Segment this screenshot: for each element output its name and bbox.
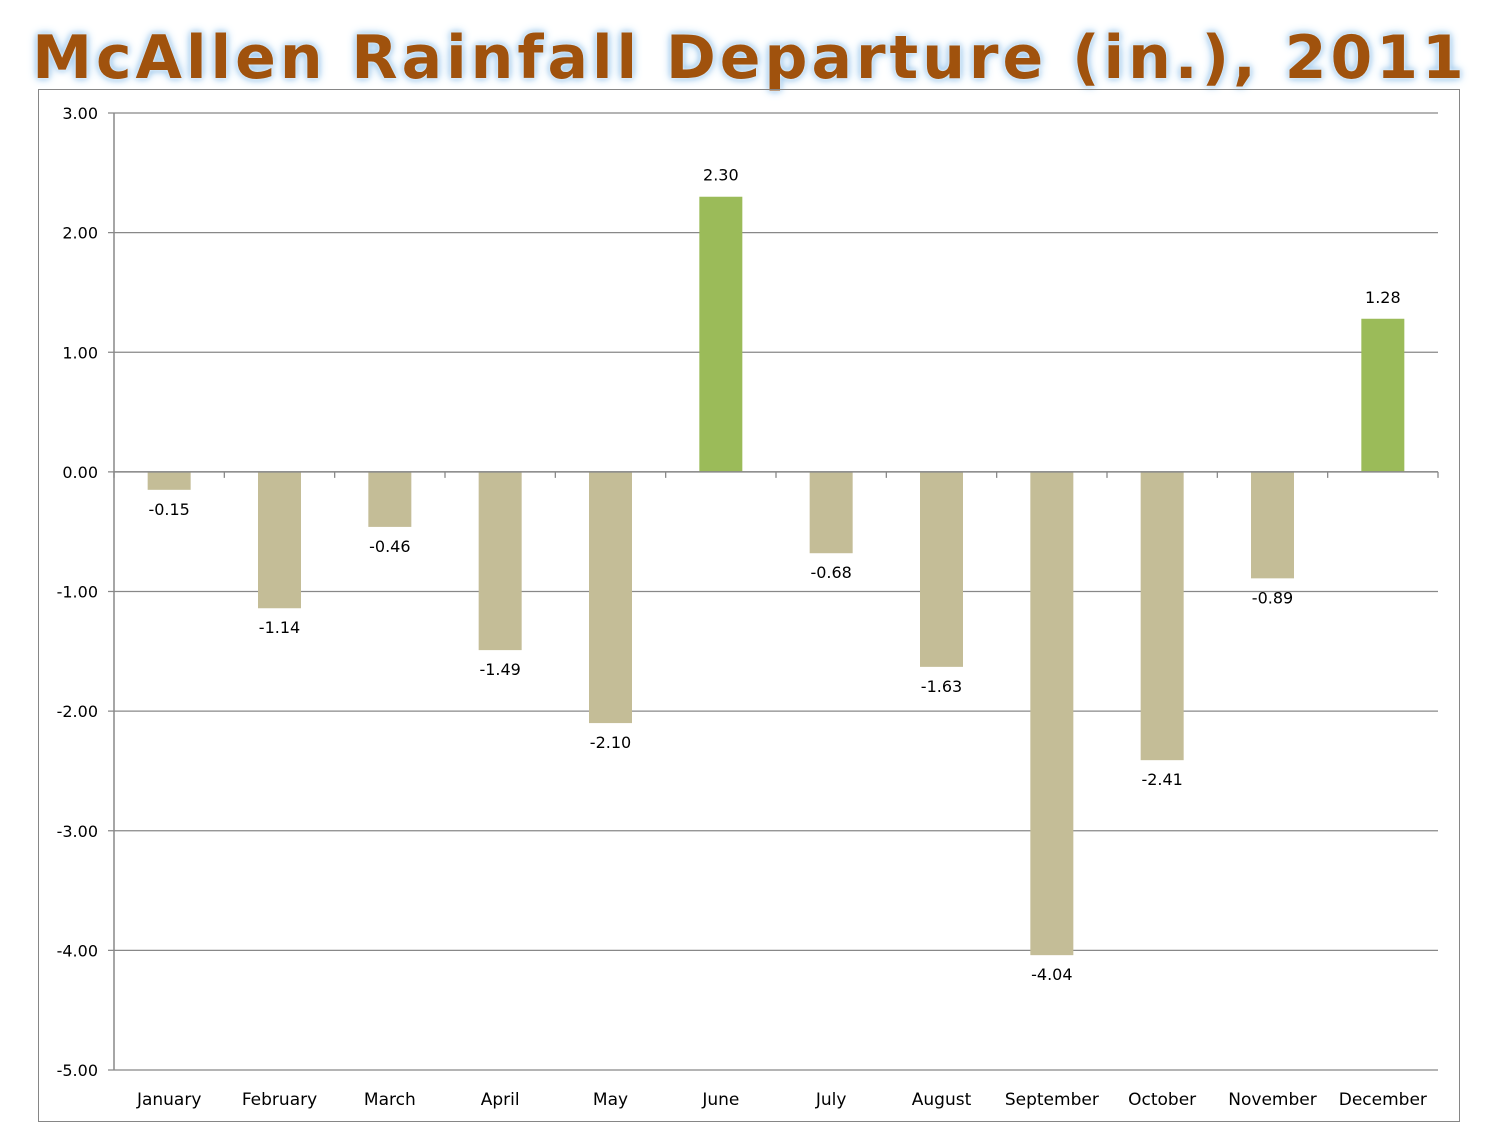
data-label: -4.04	[1031, 965, 1072, 984]
x-tick-label: July	[815, 1090, 847, 1110]
x-tick-label: March	[364, 1090, 416, 1110]
chart-area: 3.00 2.00 1.00 0.00 -1.00 -2.00 -3.00 -4.00 -5.0…	[38, 89, 1460, 1122]
x-tick-label: December	[1339, 1090, 1427, 1110]
y-tick-label: -2.00	[57, 702, 98, 721]
data-label: -2.10	[590, 733, 631, 752]
bar-chart: 3.00 2.00 1.00 0.00 -1.00 -2.00 -3.00 -4.00 -5.0…	[57, 104, 1439, 1110]
x-tick-label: May	[593, 1090, 628, 1110]
x-tick-label: November	[1228, 1090, 1316, 1110]
x-tick-label: June	[701, 1090, 739, 1110]
data-label: -0.68	[810, 563, 851, 582]
data-label: 2.30	[703, 166, 739, 185]
bar-april	[478, 471, 522, 651]
data-label: -1.63	[921, 677, 962, 696]
y-tick-label: 1.00	[62, 343, 98, 362]
x-tick-label: April	[481, 1090, 520, 1110]
bar-january	[147, 471, 191, 490]
x-tick-label: January	[136, 1090, 201, 1110]
axes	[113, 113, 1439, 1070]
x-tick-label: February	[242, 1090, 317, 1110]
x-tick-label: August	[912, 1090, 972, 1110]
bar-february	[258, 471, 301, 609]
bar-may	[589, 471, 632, 724]
bar-december	[1361, 318, 1405, 472]
y-tick-label: -1.00	[57, 583, 98, 602]
data-label: -1.49	[479, 660, 520, 679]
bar-june	[699, 196, 743, 472]
data-label: -1.14	[259, 618, 300, 637]
bars	[147, 196, 1405, 956]
y-tick-label: -4.00	[57, 941, 98, 960]
labels: 3.00 2.00 1.00 0.00 -1.00 -2.00 -3.00 -4.00 -5.0…	[57, 104, 1427, 1110]
bar-august	[920, 471, 963, 667]
y-tick-label: 3.00	[62, 104, 98, 123]
y-tick-label: -5.00	[57, 1061, 98, 1080]
y-tick-label: -3.00	[57, 822, 98, 841]
bar-march	[368, 471, 412, 527]
y-tick-label: 2.00	[62, 224, 98, 243]
data-label: -2.41	[1141, 770, 1182, 789]
gridlines	[108, 112, 1438, 1071]
x-tick-label: September	[1005, 1090, 1099, 1110]
x-tick-label: October	[1128, 1090, 1196, 1110]
data-label: -0.89	[1252, 588, 1293, 607]
y-tick-label: 0.00	[62, 463, 98, 482]
data-label: 1.28	[1365, 288, 1401, 307]
bar-october	[1140, 471, 1184, 761]
data-label: -0.15	[148, 500, 189, 519]
bar-november	[1251, 471, 1294, 579]
bar-july	[809, 471, 853, 554]
bar-september	[1030, 471, 1074, 956]
chart-title: McAllen Rainfall Departure (in.), 2011	[32, 23, 1468, 93]
data-label: -0.46	[369, 537, 410, 556]
